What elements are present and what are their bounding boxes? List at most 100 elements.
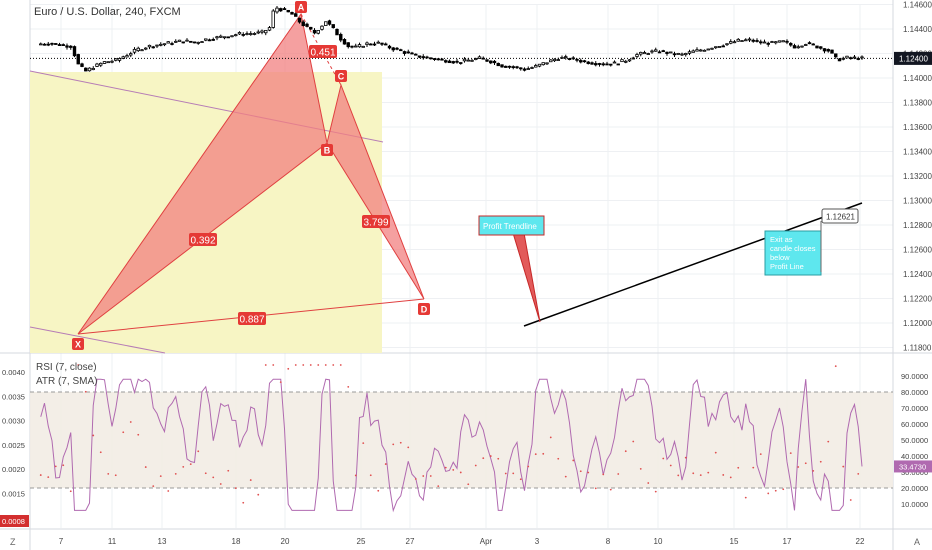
- time-axis-label[interactable]: 3: [535, 537, 540, 546]
- atr-axis-label[interactable]: 0.0035: [2, 392, 25, 401]
- harmonic-pattern[interactable]: X A B C D 0.451 0.392 3.799 0.887: [72, 1, 430, 350]
- candle-up: [620, 59, 624, 63]
- rsi-axis-label[interactable]: 80.0000: [901, 388, 928, 397]
- price-axis-label[interactable]: 1.13800: [903, 99, 932, 108]
- time-axis-label[interactable]: 11: [108, 537, 117, 546]
- price-axis-label[interactable]: 1.12800: [903, 221, 932, 230]
- profit-trendline-pointer: [512, 232, 541, 323]
- time-axis-label[interactable]: 10: [654, 537, 663, 546]
- pattern-point-c[interactable]: C: [335, 70, 347, 82]
- pattern-ratio-label[interactable]: 0.392: [189, 233, 217, 247]
- candle-up: [275, 7, 279, 13]
- price-axis-label[interactable]: 1.13200: [903, 172, 932, 181]
- candle-up: [271, 10, 275, 28]
- pattern-ratio-label[interactable]: 3.799: [362, 215, 390, 229]
- candle-up: [256, 31, 260, 34]
- atr-axis-label[interactable]: 0.0015: [2, 490, 25, 499]
- candle-up: [162, 43, 167, 46]
- rsi-axis-label[interactable]: 60.0000: [901, 420, 928, 429]
- current-price-badge[interactable]: 1.12400: [894, 51, 932, 65]
- price-axis-label[interactable]: 1.12600: [903, 246, 932, 255]
- atr-dot: [204, 472, 207, 475]
- candle-down: [759, 41, 763, 44]
- indicator-pane: [30, 364, 893, 513]
- pattern-point-b[interactable]: B: [321, 144, 333, 156]
- candle-up: [669, 51, 673, 54]
- pattern-ratio-label[interactable]: 0.451: [309, 45, 337, 59]
- atr-dot: [647, 482, 650, 484]
- candle-down: [432, 58, 437, 60]
- rsi-axis-label[interactable]: 90.0000: [901, 372, 928, 381]
- rsi-axis-label[interactable]: 50.0000: [901, 436, 928, 445]
- pattern-point-x[interactable]: X: [72, 338, 84, 350]
- candle-down: [721, 45, 725, 48]
- rsi-axis-label[interactable]: 30.0000: [901, 468, 928, 477]
- atr-dot: [369, 474, 372, 477]
- price-axis-label[interactable]: 1.12200: [903, 295, 932, 304]
- time-axis-label[interactable]: 8: [606, 537, 611, 546]
- rsi-axis-label[interactable]: 70.0000: [901, 404, 928, 413]
- rsi-axis-label[interactable]: 40.0000: [901, 452, 928, 461]
- candle-up: [114, 58, 118, 61]
- rsi-axis-label[interactable]: 20.0000: [901, 484, 928, 493]
- atr-dot: [632, 440, 635, 443]
- time-axis-label[interactable]: Apr: [480, 537, 493, 546]
- profit-trendline-line[interactable]: [523, 202, 863, 327]
- price-axis-label[interactable]: 1.12000: [903, 319, 932, 328]
- candle-down: [616, 63, 620, 66]
- price-axis-label[interactable]: 1.11800: [903, 344, 932, 353]
- atr-dot: [714, 451, 717, 454]
- candle-up: [635, 54, 639, 57]
- pattern-point-label: C: [338, 72, 345, 82]
- pattern-point-a[interactable]: A: [295, 1, 307, 13]
- time-axis-label[interactable]: 20: [281, 537, 290, 546]
- atr-current-badge[interactable]: 0.0008: [0, 515, 29, 527]
- profit-trendline-note[interactable]: Profit Trendline: [478, 215, 545, 236]
- atr-dot: [377, 489, 380, 492]
- time-axis-label[interactable]: 18: [232, 537, 241, 546]
- price-callout[interactable]: 1.12621: [821, 208, 859, 224]
- atr-dot: [414, 478, 417, 480]
- atr-dot: [474, 464, 477, 467]
- time-axis-label[interactable]: 25: [357, 537, 366, 546]
- corner-label-right[interactable]: A: [914, 537, 920, 547]
- price-axis-label[interactable]: 1.14400: [903, 25, 932, 34]
- candle-down: [421, 56, 425, 59]
- time-axis-label[interactable]: 13: [158, 537, 167, 546]
- time-axis-label[interactable]: 22: [856, 537, 865, 546]
- price-axis-label[interactable]: 1.13000: [903, 197, 932, 206]
- price-axis-label[interactable]: 1.13600: [903, 123, 932, 132]
- candle-down: [500, 64, 504, 68]
- corner-label-left[interactable]: Z: [10, 537, 16, 547]
- candle-up: [376, 41, 380, 44]
- time-axis-label[interactable]: 7: [59, 537, 64, 546]
- price-axis-label[interactable]: 1.12400: [903, 270, 932, 279]
- atr-axis-label[interactable]: 0.0040: [2, 368, 25, 377]
- time-axis-label[interactable]: 27: [406, 537, 415, 546]
- candle-down: [76, 54, 80, 65]
- candle-up: [612, 61, 617, 64]
- rsi-axis-label[interactable]: 10.0000: [901, 500, 928, 509]
- time-axis-label[interactable]: 17: [783, 537, 792, 546]
- atr-dot: [324, 364, 327, 366]
- price-axis-label[interactable]: 1.14600: [903, 1, 932, 10]
- price-axis-label[interactable]: 1.14000: [903, 74, 932, 83]
- atr-dot: [54, 465, 57, 468]
- atr-dot: [452, 469, 455, 471]
- price-axis-label[interactable]: 1.13400: [903, 148, 932, 157]
- time-axis-label[interactable]: 15: [730, 537, 739, 546]
- pattern-point-d[interactable]: D: [418, 303, 430, 315]
- rsi-current-badge[interactable]: 33.4730: [894, 460, 932, 473]
- atr-dot: [287, 367, 290, 370]
- candle-up: [215, 36, 219, 39]
- atr-axis-label[interactable]: 0.0030: [2, 417, 25, 426]
- pattern-ratio-label[interactable]: 0.887: [238, 312, 266, 326]
- atr-axis-label[interactable]: 0.0020: [2, 465, 25, 474]
- atr-dot: [354, 474, 357, 477]
- atr-axis-label[interactable]: 0.0025: [2, 441, 25, 450]
